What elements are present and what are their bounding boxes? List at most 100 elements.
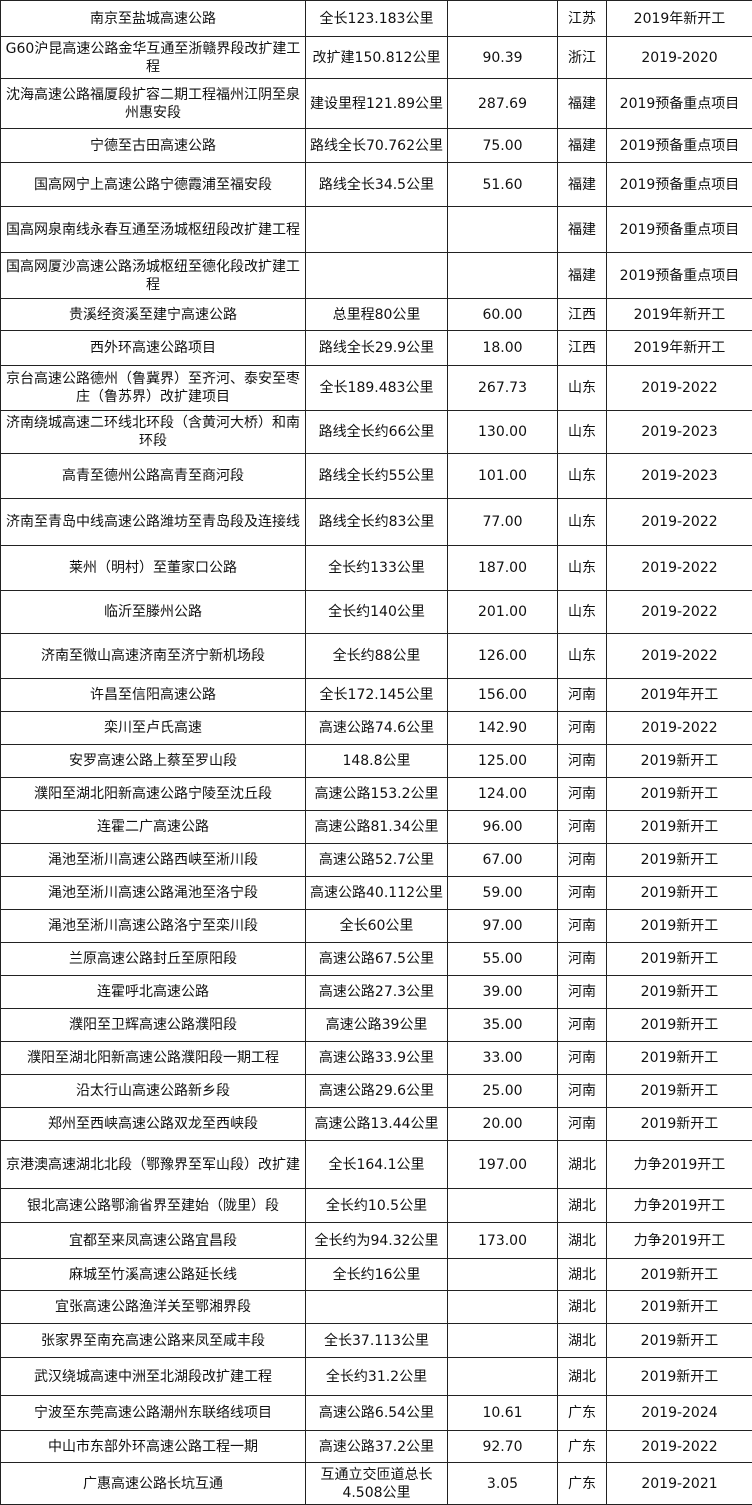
schedule: 2019新开工 bbox=[607, 910, 752, 943]
project-name: 贵溪经资溪至建宁高速公路 bbox=[1, 299, 306, 331]
length: 高速公路33.9公里 bbox=[306, 1042, 448, 1075]
province: 山东 bbox=[558, 546, 607, 591]
length: 高速公路74.6公里 bbox=[306, 712, 448, 745]
length: 全长172.145公里 bbox=[306, 679, 448, 712]
length: 互通立交匝道总长4.508公里 bbox=[306, 1463, 448, 1505]
province: 湖北 bbox=[558, 1324, 607, 1358]
project-name: 南京至盐城高速公路 bbox=[1, 1, 306, 37]
table-row: 银北高速公路鄂渝省界至建始（陇里）段全长约10.5公里湖北力争2019开工 bbox=[1, 1189, 752, 1223]
length: 高速公路81.34公里 bbox=[306, 811, 448, 844]
length: 全长60公里 bbox=[306, 910, 448, 943]
province: 福建 bbox=[558, 79, 607, 129]
investment bbox=[448, 1358, 558, 1396]
investment: 55.00 bbox=[448, 943, 558, 976]
project-name: 宁德至古田高速公路 bbox=[1, 129, 306, 163]
province: 湖北 bbox=[558, 1141, 607, 1189]
investment: 287.69 bbox=[448, 79, 558, 129]
length: 全长约10.5公里 bbox=[306, 1189, 448, 1223]
schedule: 2019年新开工 bbox=[607, 299, 752, 331]
province: 广东 bbox=[558, 1396, 607, 1431]
investment: 201.00 bbox=[448, 591, 558, 634]
length: 高速公路37.2公里 bbox=[306, 1431, 448, 1463]
province: 河南 bbox=[558, 712, 607, 745]
schedule: 2019-2022 bbox=[607, 634, 752, 679]
length: 高速公路153.2公里 bbox=[306, 778, 448, 811]
length: 路线全长约55公里 bbox=[306, 454, 448, 499]
province: 河南 bbox=[558, 1075, 607, 1108]
investment bbox=[448, 1259, 558, 1291]
length: 全长约88公里 bbox=[306, 634, 448, 679]
schedule: 2019-2020 bbox=[607, 37, 752, 79]
project-name: G60沪昆高速公路金华互通至浙赣界段改扩建工程 bbox=[1, 37, 306, 79]
schedule: 2019新开工 bbox=[607, 877, 752, 910]
province: 湖北 bbox=[558, 1189, 607, 1223]
schedule: 2019新开工 bbox=[607, 811, 752, 844]
investment: 59.00 bbox=[448, 877, 558, 910]
province: 浙江 bbox=[558, 37, 607, 79]
investment bbox=[448, 1189, 558, 1223]
investment: 10.61 bbox=[448, 1396, 558, 1431]
schedule: 2019新开工 bbox=[607, 1009, 752, 1042]
province: 山东 bbox=[558, 454, 607, 499]
schedule: 2019-2022 bbox=[607, 1431, 752, 1463]
length bbox=[306, 253, 448, 299]
project-name: 京港澳高速湖北北段（鄂豫界至军山段）改扩建 bbox=[1, 1141, 306, 1189]
schedule: 2019新开工 bbox=[607, 1075, 752, 1108]
province: 湖北 bbox=[558, 1358, 607, 1396]
project-name: 兰原高速公路封丘至原阳段 bbox=[1, 943, 306, 976]
project-name: 宜张高速公路渔洋关至鄂湘界段 bbox=[1, 1291, 306, 1324]
province: 河南 bbox=[558, 1009, 607, 1042]
length: 高速公路67.5公里 bbox=[306, 943, 448, 976]
province: 河南 bbox=[558, 745, 607, 778]
province: 山东 bbox=[558, 634, 607, 679]
table-row: 京台高速公路德州（鲁冀界）至齐河、泰安至枣庄（鲁苏界）改扩建项目全长189.48… bbox=[1, 366, 752, 411]
province: 湖北 bbox=[558, 1259, 607, 1291]
province: 河南 bbox=[558, 811, 607, 844]
schedule: 力争2019开工 bbox=[607, 1189, 752, 1223]
length: 全长约16公里 bbox=[306, 1259, 448, 1291]
schedule: 2019预备重点项目 bbox=[607, 129, 752, 163]
project-name: 济南至青岛中线高速公路潍坊至青岛段及连接线 bbox=[1, 499, 306, 546]
investment: 77.00 bbox=[448, 499, 558, 546]
project-name: 渑池至淅川高速公路西峡至淅川段 bbox=[1, 844, 306, 877]
schedule: 2019-2022 bbox=[607, 591, 752, 634]
schedule: 2019年新开工 bbox=[607, 331, 752, 366]
project-name: 中山市东部外环高速公路工程一期 bbox=[1, 1431, 306, 1463]
province: 河南 bbox=[558, 844, 607, 877]
length: 路线全长约66公里 bbox=[306, 411, 448, 454]
project-name: 西外环高速公路项目 bbox=[1, 331, 306, 366]
province: 福建 bbox=[558, 129, 607, 163]
length: 高速公路13.44公里 bbox=[306, 1108, 448, 1141]
schedule: 2019新开工 bbox=[607, 1324, 752, 1358]
schedule: 2019新开工 bbox=[607, 976, 752, 1009]
investment: 97.00 bbox=[448, 910, 558, 943]
province: 山东 bbox=[558, 591, 607, 634]
project-name: 濮阳至卫辉高速公路濮阳段 bbox=[1, 1009, 306, 1042]
investment: 267.73 bbox=[448, 366, 558, 411]
investment: 156.00 bbox=[448, 679, 558, 712]
length: 全长约31.2公里 bbox=[306, 1358, 448, 1396]
length: 高速公路39公里 bbox=[306, 1009, 448, 1042]
length: 路线全长29.9公里 bbox=[306, 331, 448, 366]
length: 高速公路29.6公里 bbox=[306, 1075, 448, 1108]
